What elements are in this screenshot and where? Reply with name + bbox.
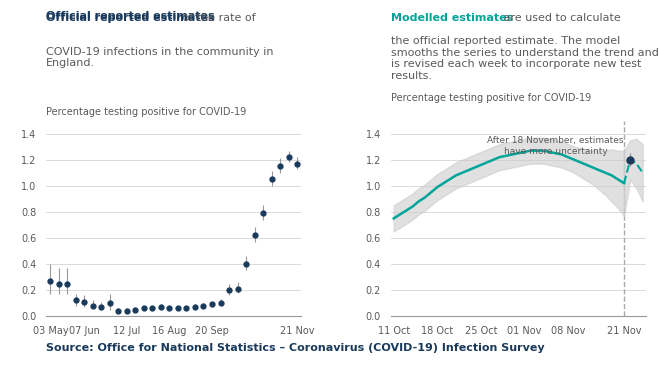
Text: Official reported estimates of the rate of: Official reported estimates of the rate … [46, 11, 272, 21]
Text: Official reported estimates: Official reported estimates [46, 11, 215, 21]
Text: After 18 November, estimates
have more uncertainty: After 18 November, estimates have more u… [487, 136, 624, 156]
Text: are used to calculate: are used to calculate [500, 13, 621, 23]
Text: COVID-19 infections in the community in
England.: COVID-19 infections in the community in … [46, 47, 273, 68]
Text: Modelled estimates: Modelled estimates [391, 13, 513, 23]
Text: Percentage testing positive for COVID-19: Percentage testing positive for COVID-19 [391, 93, 591, 103]
Text: the official reported estimate. The model
smooths the series to understand the t: the official reported estimate. The mode… [391, 36, 658, 81]
Text: Source: Office for National Statistics – Coronavirus (COVID-19) Infection Survey: Source: Office for National Statistics –… [46, 344, 545, 353]
Text: of the rate of: of the rate of [179, 13, 256, 23]
Text: Official reported estimates: Official reported estimates [46, 13, 215, 23]
Text: Percentage testing positive for COVID-19: Percentage testing positive for COVID-19 [46, 107, 246, 117]
